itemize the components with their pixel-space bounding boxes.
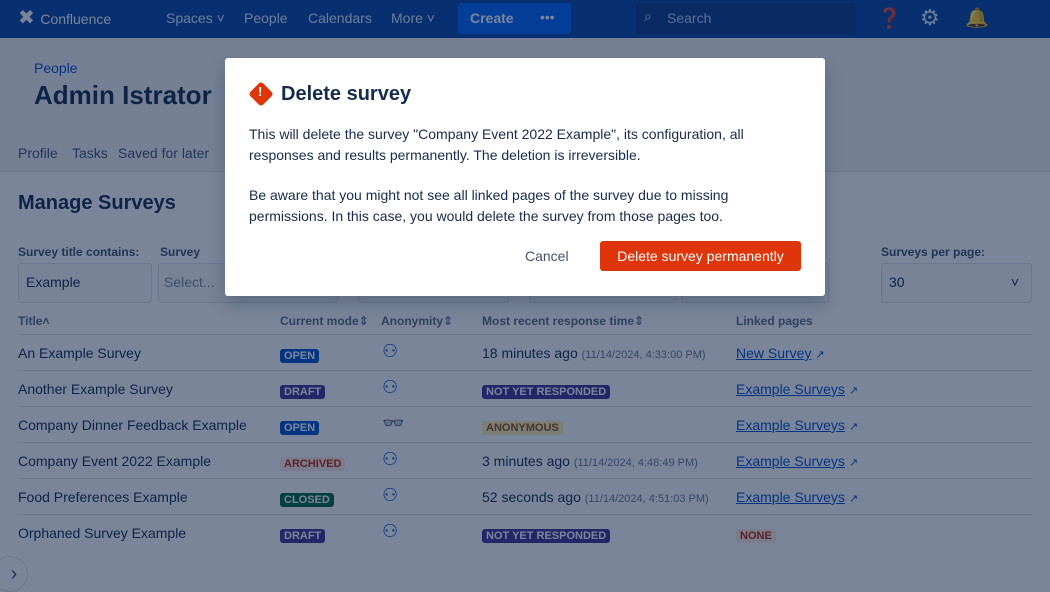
- survey-title[interactable]: Company Dinner Feedback Example: [18, 417, 247, 433]
- response-time: 18 minutes ago: [482, 345, 578, 361]
- incognito-icon: 👓: [382, 413, 405, 433]
- response-date: (11/14/2024, 4:33:00 PM): [581, 349, 706, 361]
- table-row: Another Example Survey DRAFT ⚇ NOT YET RE…: [18, 370, 1032, 406]
- cancel-button[interactable]: Cancel: [525, 248, 569, 264]
- dialog-title: Delete survey: [281, 83, 412, 105]
- col-time[interactable]: Most recent response time⇕: [482, 314, 645, 328]
- nav-spaces[interactable]: Spaces ˅: [166, 10, 225, 26]
- people-icon: ⚇: [382, 341, 399, 361]
- chevron-down-icon: ˅: [1010, 274, 1019, 290]
- table-row: Orphaned Survey Example DRAFT ⚇ NOT YET R…: [18, 514, 1032, 550]
- nav-people[interactable]: People: [244, 10, 288, 26]
- survey-title[interactable]: An Example Survey: [18, 345, 141, 361]
- people-icon: ⚇: [382, 485, 399, 505]
- time-badge: NOT YET RESPONDED: [482, 529, 611, 543]
- mode-badge: DRAFT: [280, 529, 326, 543]
- linked-page-link[interactable]: Example Surveys: [736, 381, 845, 397]
- no-linked-pages-badge: NONE: [736, 529, 776, 543]
- response-time: 52 seconds ago: [482, 489, 581, 505]
- profile-name: Admin Istrator: [34, 80, 212, 110]
- linked-page-link[interactable]: New Survey: [736, 345, 812, 361]
- survey-title[interactable]: Company Event 2022 Example: [18, 453, 211, 469]
- tab-profile[interactable]: Profile: [18, 145, 58, 161]
- title-filter-input[interactable]: Example: [18, 263, 152, 303]
- survey-title[interactable]: Another Example Survey: [18, 381, 173, 397]
- time-badge: ANONYMOUS: [482, 421, 563, 435]
- time-badge: NOT YET RESPONDED: [482, 385, 611, 399]
- people-icon: ⚇: [382, 521, 399, 541]
- col-linked: Linked pages: [736, 314, 813, 328]
- mode-badge: CLOSED: [280, 493, 334, 507]
- settings-icon[interactable]: ⚙: [920, 5, 940, 30]
- create-button[interactable]: Create •••: [458, 3, 571, 34]
- response-time: 3 minutes ago: [482, 453, 570, 469]
- search-icon: ⌕: [644, 8, 652, 24]
- mode-badge: OPEN: [280, 421, 320, 435]
- nav-calendars[interactable]: Calendars: [308, 10, 372, 26]
- breadcrumb-people[interactable]: People: [34, 60, 78, 76]
- col-anonymity[interactable]: Anonymity⇕: [381, 314, 454, 328]
- external-link-icon: ↗: [848, 385, 859, 397]
- title-filter-label: Survey title contains:: [18, 245, 140, 259]
- table-row: An Example Survey OPEN ⚇ 18 minutes ago (…: [18, 334, 1032, 370]
- nav-more[interactable]: More ˅: [391, 10, 435, 26]
- col-title[interactable]: Title˄: [18, 314, 50, 328]
- external-link-icon: ↗: [848, 457, 859, 469]
- table-row: Food Preferences Example CLOSED ⚇ 52 seco…: [18, 478, 1032, 514]
- external-link-icon: ↗: [848, 493, 859, 505]
- delete-survey-dialog: ! Delete survey This will delete the sur…: [225, 58, 825, 296]
- top-navigation: ✖ Confluence Spaces ˅ People Calendars M…: [0, 0, 1050, 38]
- dialog-body-1: This will delete the survey "Company Eve…: [249, 126, 744, 163]
- more-create-button[interactable]: •••: [540, 9, 555, 25]
- per-page-label: Surveys per page:: [881, 245, 986, 259]
- table-row: Company Dinner Feedback Example OPEN 👓 AN…: [18, 406, 1032, 442]
- survey-filter-label: Survey: [160, 245, 201, 259]
- mode-badge: DRAFT: [280, 385, 326, 399]
- people-icon: ⚇: [382, 449, 399, 469]
- page-title: Manage Surveys: [18, 192, 176, 214]
- people-icon: ⚇: [382, 377, 399, 397]
- help-icon[interactable]: ❓: [877, 8, 902, 30]
- notifications-icon[interactable]: 🔔: [965, 8, 989, 29]
- mode-badge: ARCHIVED: [280, 457, 346, 471]
- table-row: Company Event 2022 Example ARCHIVED ⚇ 3 m…: [18, 442, 1032, 478]
- expand-sidebar-button[interactable]: ›: [0, 556, 28, 592]
- tab-saved[interactable]: Saved for later: [118, 145, 210, 161]
- per-page-select[interactable]: 30 ˅: [881, 263, 1032, 303]
- survey-title[interactable]: Food Preferences Example: [18, 489, 188, 505]
- response-date: (11/14/2024, 4:48:49 PM): [573, 457, 698, 469]
- mode-badge: OPEN: [280, 349, 320, 363]
- col-mode[interactable]: Current mode⇕: [280, 314, 369, 328]
- dialog-body-2: Be aware that you might not see all link…: [249, 187, 729, 224]
- confluence-logo[interactable]: ✖ Confluence: [18, 7, 112, 29]
- response-date: (11/14/2024, 4:51:03 PM): [584, 493, 709, 505]
- survey-title[interactable]: Orphaned Survey Example: [18, 525, 187, 541]
- external-link-icon: ↗: [815, 349, 825, 361]
- external-link-icon: ↗: [848, 421, 859, 433]
- tab-tasks[interactable]: Tasks: [72, 145, 108, 161]
- linked-page-link[interactable]: Example Surveys: [736, 489, 845, 505]
- linked-page-link[interactable]: Example Surveys: [736, 417, 845, 433]
- delete-permanently-button[interactable]: Delete survey permanently: [600, 241, 801, 271]
- search-input[interactable]: ⌕ Search: [636, 3, 856, 34]
- linked-page-link[interactable]: Example Surveys: [736, 453, 845, 469]
